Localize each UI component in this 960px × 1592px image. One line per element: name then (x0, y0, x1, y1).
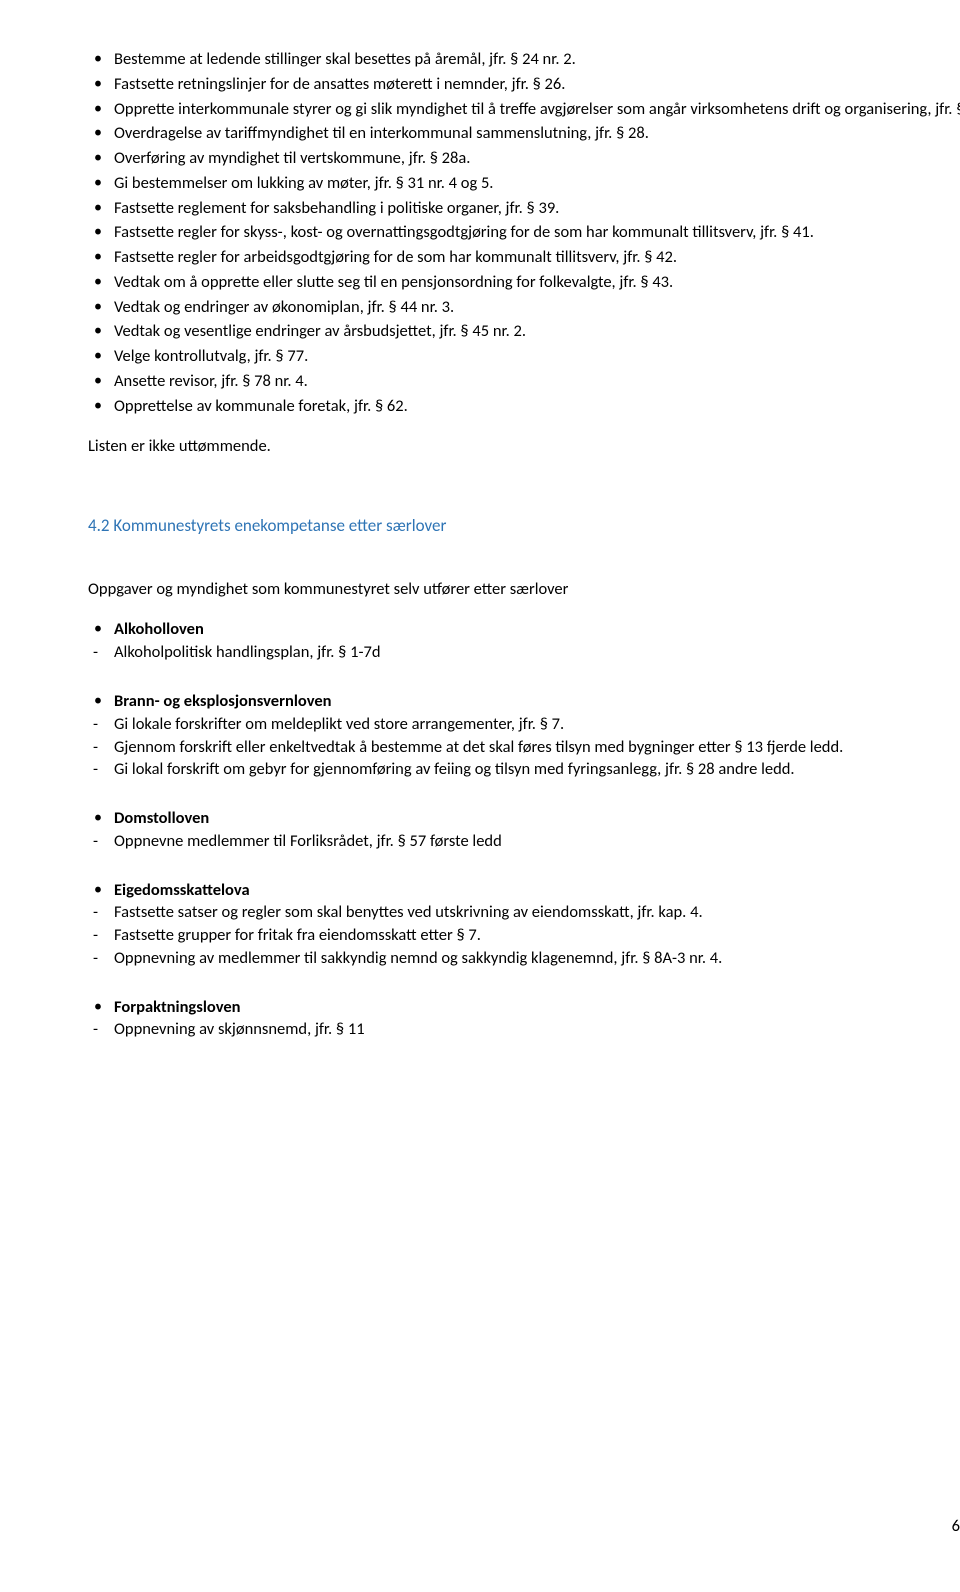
law-item: Alkoholpolitisk handlingsplan, jfr. § 1-… (88, 641, 960, 664)
law-group: Alkoholloven Alkoholpolitisk handlingspl… (88, 618, 960, 664)
list-item: Fastsette retningslinjer for de ansattes… (88, 73, 960, 96)
list-item: Opprettelse av kommunale foretak, jfr. §… (88, 395, 960, 418)
law-item: Oppnevne medlemmer til Forliksrådet, jfr… (88, 830, 960, 853)
after-list-text: Listen er ikke uttømmende. (88, 435, 960, 458)
law-title: Brann- og eksplosjonsvernloven (88, 690, 960, 713)
law-title: Eigedomsskattelova (88, 879, 960, 902)
law-group: Domstolloven Oppnevne medlemmer til Forl… (88, 807, 960, 853)
subheading: Oppgaver og myndighet som kommunestyret … (88, 578, 960, 601)
law-item: Oppnevning av medlemmer til sakkyndig ne… (88, 947, 960, 970)
law-group: Forpaktningsloven Oppnevning av skjønnsn… (88, 996, 960, 1042)
list-item: Vedtak om å opprette eller slutte seg ti… (88, 271, 960, 294)
list-item: Fastsette regler for skyss-, kost- og ov… (88, 221, 960, 244)
law-group: Eigedomsskattelova Fastsette satser og r… (88, 879, 960, 970)
list-item: Bestemme at ledende stillinger skal bese… (88, 48, 960, 71)
list-item: Velge kontrollutvalg, jfr. § 77. (88, 345, 960, 368)
law-item: Fastsette grupper for fritak fra eiendom… (88, 924, 960, 947)
top-bullet-list: Bestemme at ledende stillinger skal bese… (88, 48, 960, 417)
law-item: Gi lokal forskrift om gebyr for gjennomf… (88, 758, 960, 781)
list-item: Vedtak og vesentlige endringer av årsbud… (88, 320, 960, 343)
list-item: Overdragelse av tariffmyndighet til en i… (88, 122, 960, 145)
list-item: Fastsette regler for arbeidsgodtgjøring … (88, 246, 960, 269)
list-item: Ansette revisor, jfr. § 78 nr. 4. (88, 370, 960, 393)
section-heading: 4.2 Kommunestyrets enekompetanse etter s… (88, 514, 960, 537)
law-item: Gjennom forskrift eller enkeltvedtak å b… (88, 736, 960, 759)
law-item: Oppnevning av skjønnsnemd, jfr. § 11 (88, 1018, 960, 1041)
list-item: Gi bestemmelser om lukking av møter, jfr… (88, 172, 960, 195)
law-group: Brann- og eksplosjonsvernloven Gi lokale… (88, 690, 960, 781)
law-title: Alkoholloven (88, 618, 960, 641)
list-item: Vedtak og endringer av økonomiplan, jfr.… (88, 296, 960, 319)
page-number: 6 (952, 1515, 960, 1538)
law-item: Gi lokale forskrifter om meldeplikt ved … (88, 713, 960, 736)
law-title: Domstolloven (88, 807, 960, 830)
law-title: Forpaktningsloven (88, 996, 960, 1019)
law-item: Fastsette satser og regler som skal beny… (88, 901, 960, 924)
list-item: Opprette interkommunale styrer og gi sli… (88, 98, 960, 121)
list-item: Overføring av myndighet til vertskommune… (88, 147, 960, 170)
list-item: Fastsette reglement for saksbehandling i… (88, 197, 960, 220)
